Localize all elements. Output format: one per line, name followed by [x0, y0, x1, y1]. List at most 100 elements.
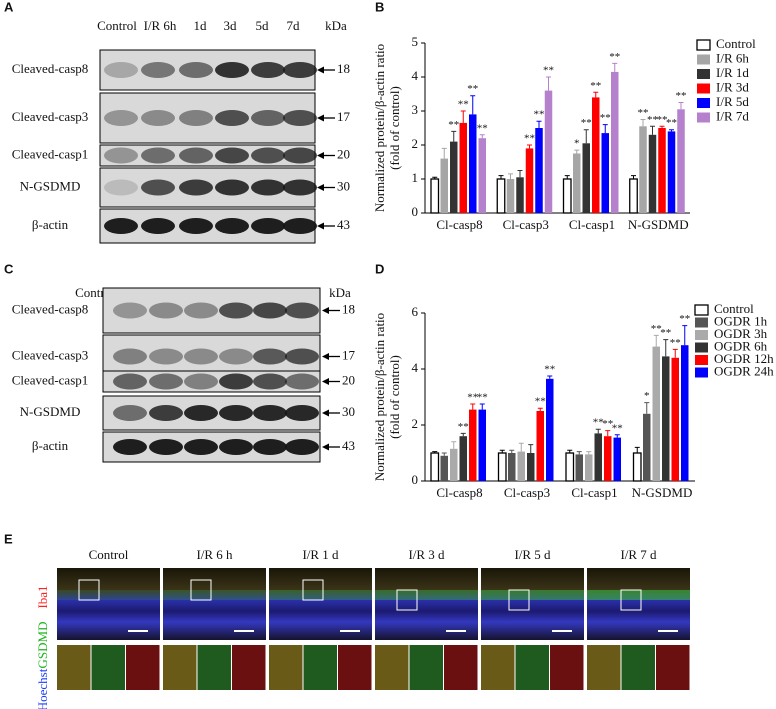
blot-band	[215, 179, 249, 196]
error-bar	[586, 451, 592, 455]
inset	[126, 645, 160, 690]
error-bar	[576, 451, 582, 455]
column-label: I/R 1 d	[302, 547, 339, 562]
row-label: β-actin	[32, 217, 69, 232]
significance-label: **	[657, 114, 668, 126]
bar	[582, 143, 590, 213]
stain-label: Hoechst	[35, 668, 50, 709]
legend-swatch	[694, 304, 709, 316]
arrow-head	[322, 409, 329, 417]
legend-label: I/R 7d	[716, 108, 749, 123]
x-tick-label: Cl-casp3	[503, 217, 549, 232]
inset	[338, 645, 372, 690]
kda-label: 20	[337, 146, 350, 161]
significance-label: **	[467, 392, 478, 404]
blot-band	[113, 348, 147, 365]
blot-band	[149, 439, 183, 455]
stain-label: Iba1	[35, 585, 50, 608]
micrograph	[163, 568, 266, 640]
error-bar	[546, 76, 551, 91]
error-bar	[528, 444, 534, 453]
blot-band	[253, 302, 287, 319]
bar	[573, 153, 581, 213]
significance-label: **	[477, 122, 488, 134]
inset	[587, 645, 621, 690]
legend-swatch	[695, 367, 708, 378]
micrograph	[481, 568, 584, 640]
bar	[459, 436, 467, 481]
y-tick-label: 5	[412, 34, 419, 49]
bar	[648, 134, 657, 213]
bar	[440, 158, 448, 213]
bar	[459, 122, 467, 213]
blot-band	[285, 373, 319, 390]
blot-band	[251, 62, 285, 78]
column-label: I/R 6 h	[196, 547, 233, 562]
bar	[535, 128, 543, 213]
x-tick-label: Cl-casp8	[436, 485, 482, 500]
y-tick-label: 0	[412, 472, 419, 487]
bar	[575, 454, 583, 481]
x-tick-label: Cl-casp1	[571, 485, 617, 500]
blot-band	[283, 110, 317, 126]
error-bar	[583, 129, 589, 144]
error-bar	[451, 441, 457, 449]
legend-swatch	[697, 54, 710, 65]
row-label: Cleaved-casp8	[12, 301, 89, 316]
bar	[517, 451, 525, 481]
bar	[478, 138, 486, 213]
blot-band	[149, 373, 183, 390]
blot-band	[219, 373, 253, 390]
green-layer	[57, 590, 160, 600]
error-bar	[564, 175, 570, 179]
panel-letter: A	[4, 0, 14, 14]
bar	[592, 97, 600, 213]
inset	[57, 645, 91, 690]
blot-band	[285, 348, 319, 365]
arrow-head	[317, 222, 324, 230]
error-bar	[672, 348, 678, 358]
legend-swatch	[695, 330, 708, 340]
y-tick-label: 0	[412, 204, 419, 219]
blot-band	[184, 373, 218, 390]
arrow-head	[322, 353, 329, 360]
blot-band	[215, 62, 249, 78]
bar	[632, 452, 642, 482]
blot-band	[285, 439, 319, 455]
row-label: Cleaved-casp8	[12, 61, 89, 76]
significance-label: **	[679, 313, 690, 325]
unit-label: kDa	[329, 285, 351, 300]
significance-label: **	[676, 90, 687, 102]
error-bar	[441, 147, 447, 159]
blot-band	[104, 62, 138, 78]
significance-label: **	[609, 51, 620, 63]
error-bar	[470, 403, 476, 410]
bar	[527, 453, 535, 481]
zoom-box	[396, 589, 418, 611]
blot-band	[219, 302, 253, 319]
lane-label: I/R 6h	[144, 18, 177, 33]
blot-band	[141, 62, 175, 78]
zoom-box	[620, 589, 642, 611]
bar	[677, 109, 685, 213]
significance-label: **	[593, 417, 604, 429]
blot-band	[104, 110, 138, 126]
bar	[658, 128, 666, 213]
bar	[662, 356, 670, 481]
blot-band	[149, 348, 183, 365]
error-bar	[602, 124, 608, 134]
bar	[681, 345, 689, 481]
legend-label: Control	[714, 301, 754, 316]
error-bar	[682, 325, 688, 346]
error-bar	[634, 446, 640, 453]
arrow-head	[317, 152, 324, 159]
error-bar	[574, 149, 580, 154]
blot-band	[219, 348, 253, 365]
bar	[544, 90, 553, 213]
kda-label: 17	[337, 109, 351, 124]
legend-label: OGDR 3h	[714, 326, 768, 341]
inset	[444, 645, 478, 690]
bar	[516, 177, 524, 213]
bar	[478, 409, 486, 481]
lane-label: 3d	[224, 18, 238, 33]
